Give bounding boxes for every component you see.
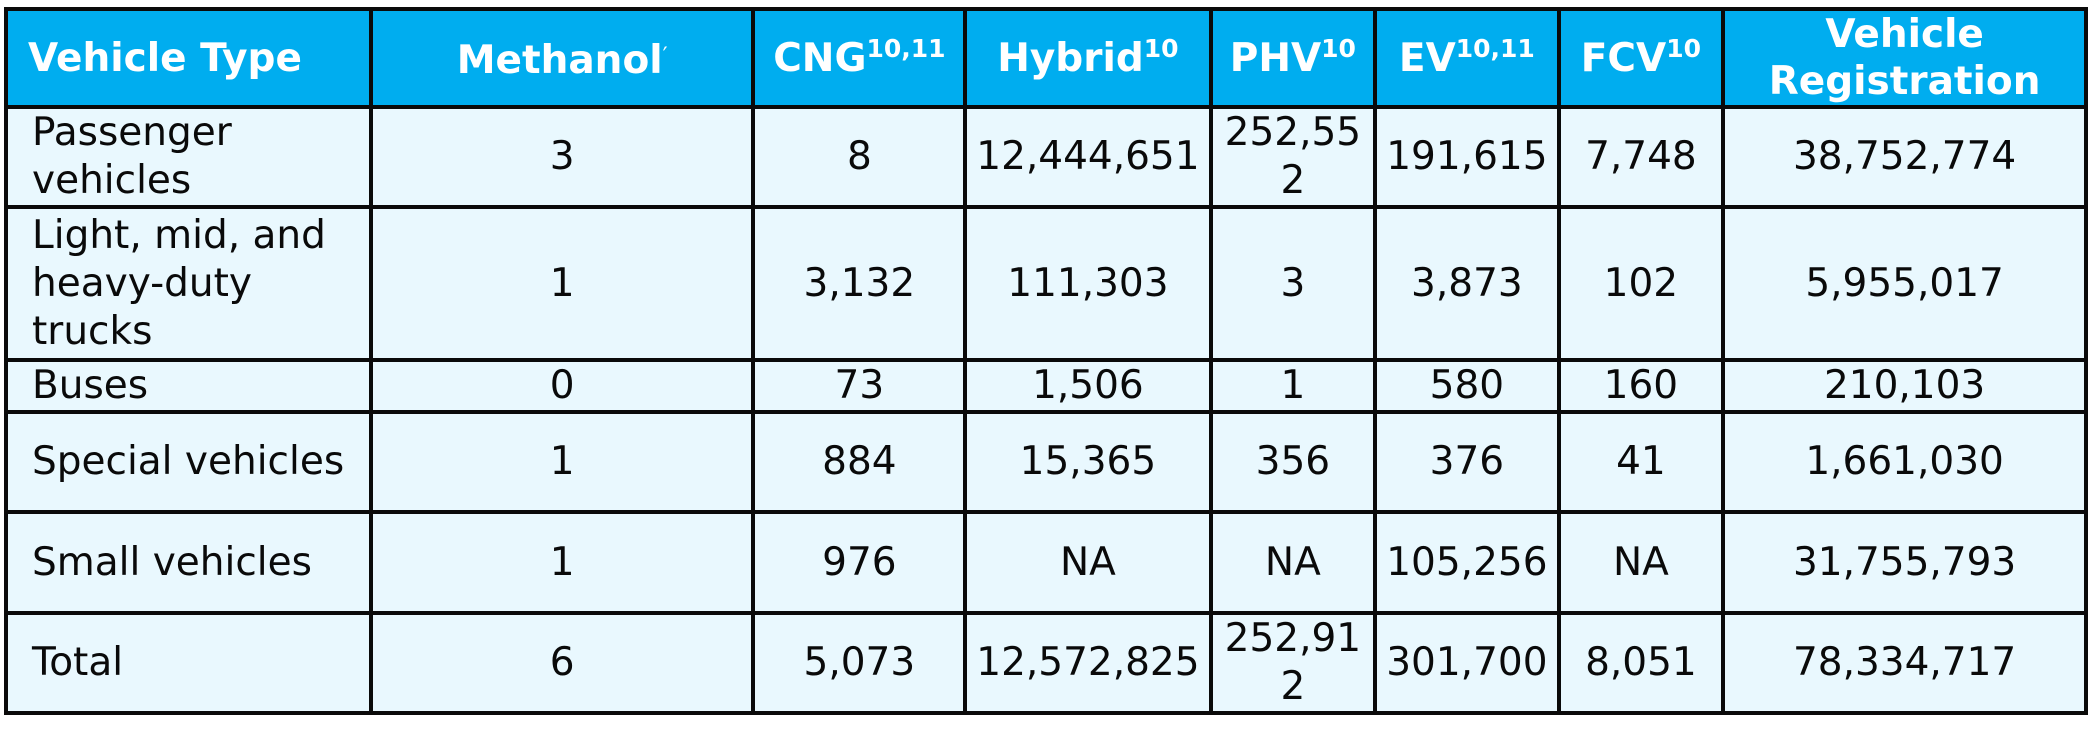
table-row-small-vehicles: Small vehicles 1 976 NA NA 105,256 NA 31…	[4, 510, 2088, 615]
cell-phv: 1	[1208, 358, 1378, 414]
cell-vehicle-registration: 78,334,717	[1721, 611, 2088, 715]
table-row-buses: Buses 0 73 1,506 1 580 160 210,103	[4, 358, 2088, 414]
cell-hybrid: 12,444,651	[963, 105, 1213, 209]
table-row-special-vehicles: Special vehicles 1 884 15,365 356 376 41…	[4, 410, 2088, 514]
cell-hybrid: 111,303	[963, 205, 1213, 362]
cell-hybrid: 1,506	[963, 358, 1213, 414]
cell-phv: 252,552	[1208, 105, 1378, 209]
cell-fcv: NA	[1556, 510, 1726, 615]
header-methanol: Methanol′	[368, 7, 756, 109]
table-row-total: Total 6 5,073 12,572,825 252,912 301,700…	[4, 611, 2088, 715]
cell-methanol: 3	[368, 105, 756, 209]
table-row-trucks: Light, mid, and heavy-duty trucks 1 3,13…	[4, 205, 2088, 362]
cell-cng: 73	[751, 358, 968, 414]
cell-ev: 301,700	[1373, 611, 1561, 715]
cell-vehicle-registration: 210,103	[1721, 358, 2088, 414]
cell-ev: 376	[1373, 410, 1561, 514]
cell-methanol: 6	[368, 611, 756, 715]
vehicle-registration-table: Vehicle Type Methanol′ CNG10,11 Hybrid10…	[4, 7, 2088, 715]
row-label: Small vehicles	[4, 510, 373, 615]
cell-vehicle-registration: 38,752,774	[1721, 105, 2088, 209]
cell-ev: 191,615	[1373, 105, 1561, 209]
row-label: Special vehicles	[4, 410, 373, 514]
cell-fcv: 8,051	[1556, 611, 1726, 715]
header-fcv: FCV10	[1556, 7, 1726, 109]
cell-methanol: 0	[368, 358, 756, 414]
header-phv: PHV10	[1208, 7, 1378, 109]
cell-cng: 3,132	[751, 205, 968, 362]
header-vehicle-registration: Vehicle Registration	[1721, 7, 2088, 109]
cell-cng: 5,073	[751, 611, 968, 715]
cell-fcv: 160	[1556, 358, 1726, 414]
cell-fcv: 41	[1556, 410, 1726, 514]
cell-methanol: 1	[368, 410, 756, 514]
cell-fcv: 7,748	[1556, 105, 1726, 209]
cell-ev: 3,873	[1373, 205, 1561, 362]
cell-cng: 884	[751, 410, 968, 514]
table-row-passenger-vehicles: Passenger vehicles 3 8 12,444,651 252,55…	[4, 105, 2088, 209]
cell-cng: 976	[751, 510, 968, 615]
header-row: Vehicle Type Methanol′ CNG10,11 Hybrid10…	[4, 7, 2088, 109]
cell-methanol: 1	[368, 510, 756, 615]
header-hybrid: Hybrid10	[963, 7, 1213, 109]
cell-phv: 252,912	[1208, 611, 1378, 715]
header-cng: CNG10,11	[751, 7, 968, 109]
cell-hybrid: NA	[963, 510, 1213, 615]
cell-fcv: 102	[1556, 205, 1726, 362]
header-vehicle-type: Vehicle Type	[4, 7, 373, 109]
cell-phv: 3	[1208, 205, 1378, 362]
cell-ev: 105,256	[1373, 510, 1561, 615]
cell-vehicle-registration: 1,661,030	[1721, 410, 2088, 514]
cell-cng: 8	[751, 105, 968, 209]
cell-vehicle-registration: 31,755,793	[1721, 510, 2088, 615]
cell-vehicle-registration: 5,955,017	[1721, 205, 2088, 362]
row-label: Passenger vehicles	[4, 105, 373, 209]
cell-phv: 356	[1208, 410, 1378, 514]
cell-ev: 580	[1373, 358, 1561, 414]
cell-methanol: 1	[368, 205, 756, 362]
cell-hybrid: 12,572,825	[963, 611, 1213, 715]
header-ev: EV10,11	[1373, 7, 1561, 109]
row-label: Buses	[4, 358, 373, 414]
row-label: Light, mid, and heavy-duty trucks	[4, 205, 373, 362]
cell-phv: NA	[1208, 510, 1378, 615]
cell-hybrid: 15,365	[963, 410, 1213, 514]
row-label: Total	[4, 611, 373, 715]
